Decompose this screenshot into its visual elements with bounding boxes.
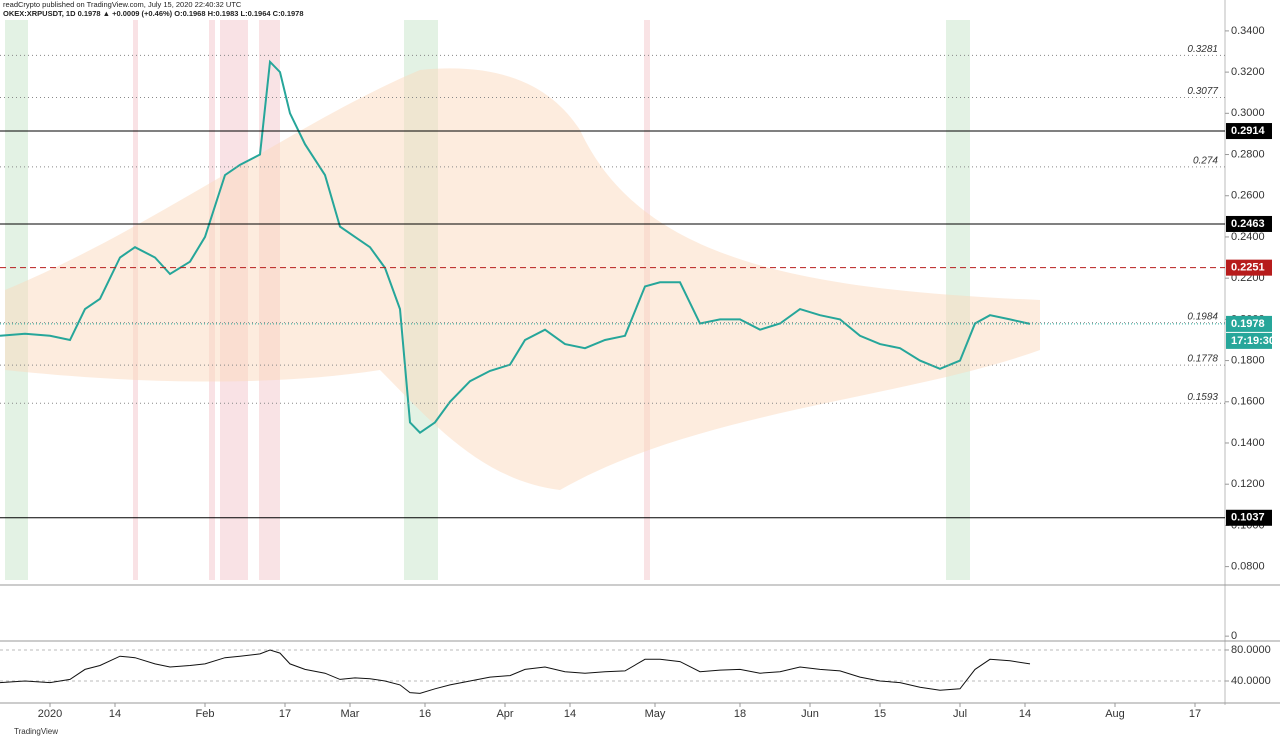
countdown-label: 17:19:30 <box>1231 335 1275 347</box>
cloud <box>5 68 1040 491</box>
x-tick-label: 15 <box>874 708 886 720</box>
x-tick-label: Mar <box>341 708 360 720</box>
y-tick-label: 40.0000 <box>1231 675 1271 687</box>
y-tick-label: 0.1600 <box>1231 396 1265 408</box>
key-level-label: 0.1037 <box>1231 512 1265 524</box>
y-tick-label: 0.2600 <box>1231 190 1265 202</box>
y-tick-label: 0.1200 <box>1231 478 1265 490</box>
y-tick-label: 0.0800 <box>1231 561 1265 573</box>
symbol-line: OKEX:XRPUSDT, 1D 0.1978 ▲ +0.0009 (+0.46… <box>3 9 304 18</box>
x-tick-label: 2020 <box>38 708 62 720</box>
x-tick-label: 17 <box>1189 708 1201 720</box>
author-line: readCrypto published on TradingView.com,… <box>3 0 242 9</box>
x-tick-label: 14 <box>109 708 121 720</box>
key-level-label: 0.2914 <box>1231 125 1266 137</box>
x-tick-label: 14 <box>564 708 576 720</box>
x-tick-label: 16 <box>419 708 431 720</box>
level-label: 0.3281 <box>1187 44 1218 55</box>
resistance-label: 0.2251 <box>1231 262 1265 274</box>
x-tick-label: Feb <box>196 708 215 720</box>
level-label: 0.1778 <box>1187 354 1218 365</box>
level-label: 0.274 <box>1193 156 1218 167</box>
footer-brand: TradingView <box>14 727 58 736</box>
x-tick-label: 18 <box>734 708 746 720</box>
y-tick-label: 0.3200 <box>1231 66 1265 78</box>
level-label: 0.3077 <box>1187 86 1218 97</box>
y-tick-label: 0.1400 <box>1231 437 1265 449</box>
level-label: 0.1593 <box>1187 392 1218 403</box>
x-tick-label: 17 <box>279 708 291 720</box>
y-tick-label: 0.3000 <box>1231 107 1265 119</box>
x-tick-label: Jun <box>801 708 819 720</box>
x-tick-label: May <box>645 708 666 720</box>
key-level-box <box>1226 123 1272 140</box>
key-level-label: 0.2463 <box>1231 218 1265 230</box>
x-tick-label: Jul <box>953 708 967 720</box>
y-tick-label: 0.3400 <box>1231 25 1265 37</box>
resistance-box <box>1226 259 1272 276</box>
x-tick-label: Aug <box>1105 708 1125 720</box>
y-tick-label: 0.2800 <box>1231 148 1265 160</box>
y-tick-label: 0.2400 <box>1231 231 1265 243</box>
key-level-box <box>1226 215 1272 232</box>
rsi-line <box>0 649 1031 694</box>
key-level-box <box>1226 509 1272 526</box>
y-tick-label: 80.0000 <box>1231 644 1271 656</box>
y-tick-label: 0.1800 <box>1231 354 1265 366</box>
last-price-label: 0.1978 <box>1231 318 1265 330</box>
last-price-box <box>1226 315 1272 332</box>
countdown-box <box>1226 332 1272 349</box>
x-tick-label: Apr <box>496 708 513 720</box>
level-label: 0.1984 <box>1187 311 1218 322</box>
x-tick-label: 14 <box>1019 708 1031 720</box>
y-tick-label: 0 <box>1231 630 1237 642</box>
price-line <box>0 59 1031 435</box>
